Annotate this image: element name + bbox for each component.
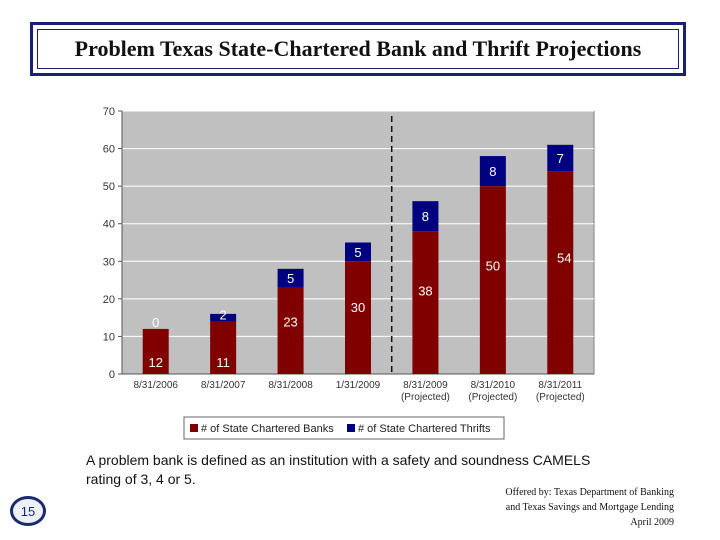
data-label-thrifts: 8 [422,209,429,224]
y-tick-label: 10 [103,331,115,343]
data-label-thrifts: 8 [489,164,496,179]
y-tick-label: 40 [103,219,115,231]
data-label-banks: 12 [148,355,162,370]
data-label-banks: 11 [216,355,230,370]
page-number: 15 [20,503,36,519]
data-label-thrifts: 5 [354,245,361,260]
bar-thrifts [210,313,237,322]
y-tick-label: 60 [103,144,115,156]
title-frame: Problem Texas State-Chartered Bank and T… [30,22,686,76]
x-tick-label: 8/31/2009 [403,380,448,391]
x-tick-label: (Projected) [468,392,517,403]
x-tick-label: 8/31/2006 [133,380,178,391]
credit-line-1: Offered by: Texas Department of Banking [505,487,674,498]
y-tick-label: 50 [103,181,115,193]
data-label-banks: 50 [486,259,500,274]
legend-box [183,416,505,440]
x-tick-label: 1/31/2009 [336,380,381,391]
bar-banks [412,231,439,374]
bar-thrifts [345,242,371,262]
credit-line-3: April 2009 [630,517,674,528]
bar-thrifts [412,201,439,232]
y-tick-label: 0 [109,369,115,381]
data-label-banks: 54 [557,250,571,265]
y-tick-label: 20 [103,294,115,306]
data-label-thrifts: 7 [557,151,564,166]
bar-thrifts [547,144,574,172]
data-label-banks: 38 [418,283,432,298]
title-inner-frame: Problem Texas State-Chartered Bank and T… [37,29,679,69]
data-label-banks: 23 [283,314,297,329]
bar-banks [345,261,371,374]
x-tick-label: 8/31/2008 [268,380,313,391]
data-label-thrifts: 2 [220,307,227,322]
y-tick-label: 70 [103,106,115,118]
bar-banks [479,186,506,374]
legend-swatch-banks [190,424,198,432]
legend-label-banks: # of State Chartered Banks [201,423,334,435]
legend-swatch-thrifts [347,424,355,432]
data-label-thrifts: 5 [287,271,294,286]
credit-block: Offered by: Texas Department of Banking … [505,485,674,530]
x-tick-label: (Projected) [401,392,450,403]
bar-banks [277,287,304,374]
bar-banks [547,171,574,374]
bar-thrifts [277,268,304,288]
x-tick-label: (Projected) [536,392,585,403]
bar-banks [210,321,237,374]
x-tick-label: 8/31/2010 [471,380,516,391]
page-number-badge: 15 [10,496,46,526]
page-title: Problem Texas State-Chartered Bank and T… [74,36,642,61]
bar-thrifts [479,156,506,187]
problem-bank-definition: A problem bank is defined as an institut… [86,452,591,487]
x-tick-label: 8/31/2007 [201,380,246,391]
data-label-thrifts: 0 [152,315,159,330]
credit-line-2: and Texas Savings and Mortgage Lending [505,502,674,513]
legend-label-thrifts: # of State Chartered Thrifts [358,423,491,435]
y-tick-label: 30 [103,256,115,268]
bar-banks [142,328,169,374]
x-tick-label: 8/31/2011 [538,380,582,391]
data-label-banks: 30 [351,300,365,315]
